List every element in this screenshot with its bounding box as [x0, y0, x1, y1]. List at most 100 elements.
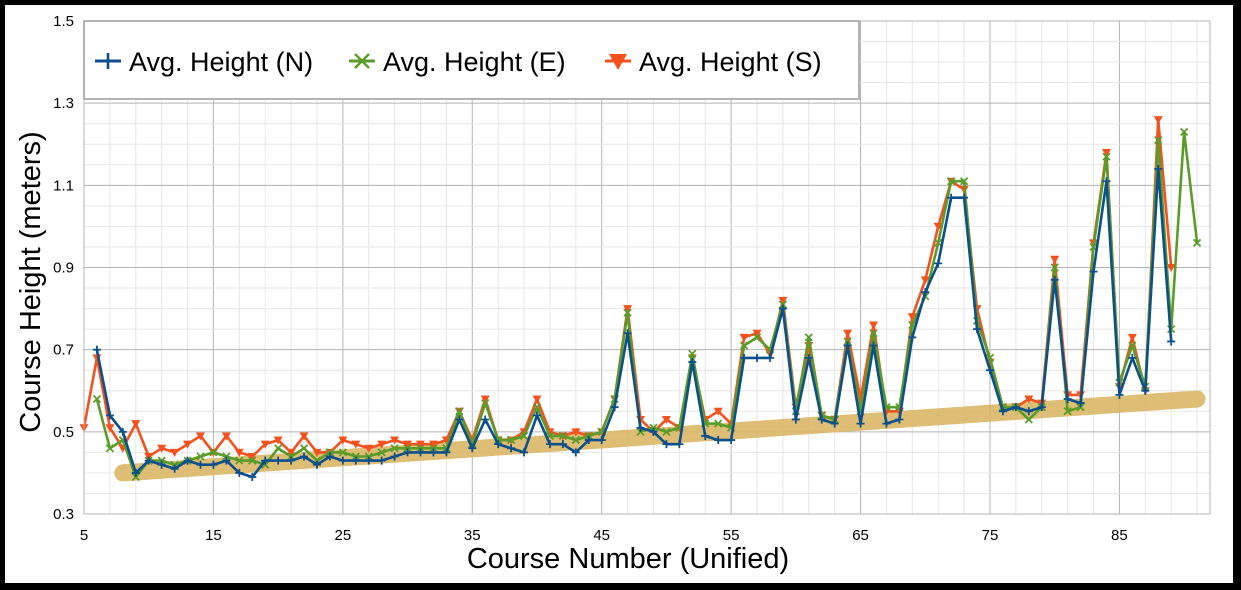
- data-point: [390, 444, 399, 453]
- x-tick-label: 85: [1111, 527, 1128, 544]
- data-point: [856, 419, 865, 428]
- data-point: [234, 448, 244, 457]
- data-point: [209, 448, 218, 457]
- data-point: [351, 440, 361, 449]
- data-point: [131, 468, 140, 477]
- data-point: [973, 325, 982, 334]
- data-point: [778, 304, 787, 313]
- data-point: [364, 452, 373, 461]
- data-point: [1141, 386, 1150, 395]
- data-point: [623, 329, 632, 338]
- data-point: [1037, 403, 1046, 412]
- data-point: [1024, 407, 1033, 416]
- data-point: [843, 329, 853, 338]
- data-point: [312, 460, 321, 469]
- data-point: [753, 353, 762, 362]
- data-point: [222, 452, 231, 461]
- data-point: [196, 452, 205, 461]
- data-point: [830, 419, 839, 428]
- legend-box: [83, 20, 860, 100]
- data-point: [1154, 164, 1163, 173]
- data-point: [286, 448, 296, 457]
- data-point: [688, 349, 697, 358]
- y-axis-title: Course Height (meters): [15, 131, 47, 432]
- data-point: [1179, 127, 1189, 137]
- y-tick-label: 1.1: [53, 177, 74, 194]
- data-point: [701, 431, 710, 440]
- data-point: [675, 440, 684, 449]
- y-tick-label: 0.9: [53, 260, 74, 277]
- data-point: [248, 473, 257, 482]
- data-point: [985, 366, 994, 375]
- plot-series: [79, 116, 1202, 482]
- data-point: [545, 440, 554, 449]
- x-tick-label: 35: [464, 527, 481, 544]
- data-point: [247, 452, 257, 461]
- data-point: [1076, 399, 1085, 408]
- data-point: [1115, 390, 1124, 399]
- data-point: [868, 321, 878, 330]
- data-point: [921, 288, 930, 297]
- data-point: [584, 436, 593, 445]
- data-point: [1128, 353, 1137, 362]
- data-point: [959, 177, 969, 186]
- data-point: [416, 440, 426, 449]
- data-point: [636, 423, 645, 432]
- x-tick-label: 55: [723, 527, 740, 544]
- data-point: [1063, 394, 1072, 403]
- y-tick-label: 1.3: [53, 95, 74, 112]
- data-point: [661, 416, 671, 425]
- series-x: [92, 127, 1202, 482]
- data-point: [817, 415, 826, 424]
- data-point: [325, 448, 335, 457]
- x-tick-label: 75: [982, 527, 999, 544]
- data-point: [92, 394, 102, 404]
- legend-item: Avg. Height (E): [349, 47, 566, 77]
- data-point: [623, 308, 632, 317]
- data-point: [532, 395, 542, 404]
- data-point: [248, 456, 257, 465]
- data-point: [934, 259, 943, 268]
- data-point: [338, 436, 348, 445]
- data-point: [843, 337, 852, 346]
- data-point: [714, 419, 723, 428]
- data-point: [377, 448, 386, 457]
- data-point: [403, 440, 413, 449]
- data-point: [157, 460, 166, 469]
- data-point: [429, 444, 438, 453]
- data-point: [377, 456, 386, 465]
- data-point: [1166, 264, 1176, 272]
- data-point: [688, 357, 697, 366]
- legend-marker: [609, 54, 627, 70]
- data-point: [195, 432, 205, 441]
- data-point: [273, 436, 283, 445]
- data-point: [895, 415, 904, 424]
- data-point: [105, 444, 115, 453]
- data-point: [739, 341, 749, 350]
- data-point: [920, 276, 930, 285]
- data-point: [623, 305, 633, 314]
- data-point: [235, 456, 244, 465]
- legend: Avg. Height (N) Avg. Height (E) Avg. Heigh…: [83, 20, 860, 100]
- data-point: [494, 440, 503, 449]
- data-point: [312, 448, 322, 457]
- data-point: [222, 456, 231, 465]
- data-point: [1076, 403, 1085, 412]
- legend-marker: [354, 53, 370, 69]
- data-point: [209, 460, 218, 469]
- data-point: [261, 456, 270, 465]
- data-point: [170, 448, 180, 457]
- data-point: [1050, 275, 1059, 284]
- data-point: [908, 333, 917, 342]
- x-tick-label: 65: [852, 527, 869, 544]
- data-point: [727, 436, 736, 445]
- data-point: [1063, 407, 1072, 416]
- data-point: [390, 436, 400, 445]
- y-tick-label: 0.7: [53, 342, 74, 359]
- data-point: [416, 444, 425, 453]
- data-point: [778, 300, 788, 309]
- data-point: [714, 436, 723, 445]
- data-point: [765, 353, 774, 362]
- data-point: [131, 420, 141, 429]
